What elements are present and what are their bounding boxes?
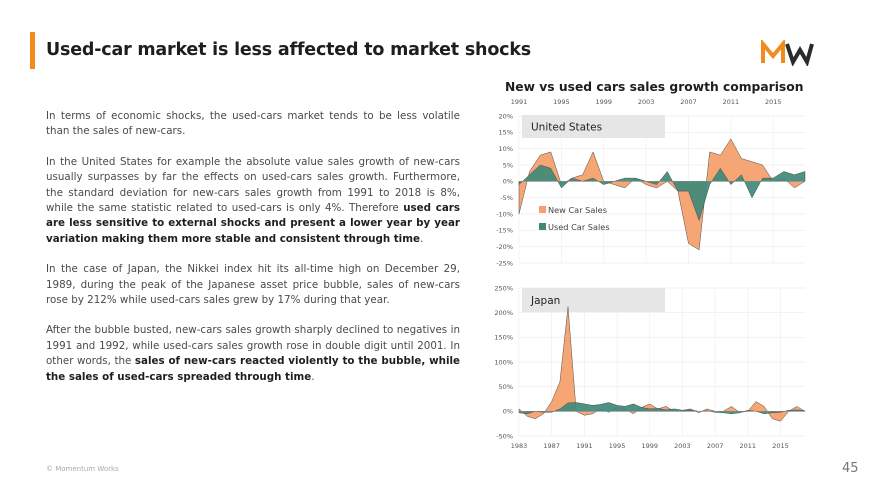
y-tick-label: -10%	[496, 210, 513, 218]
chart-title: New vs used cars sales growth comparison	[505, 80, 804, 94]
x-tick-label: 2007	[680, 98, 697, 106]
logo-m-stroke	[761, 40, 785, 63]
y-tick-label: 5%	[503, 161, 513, 169]
paragraph-1: In terms of economic shocks, the used-ca…	[46, 110, 460, 138]
y-tick-label: -50%	[496, 432, 513, 440]
y-tick-label: 15%	[499, 129, 513, 137]
panel-label: United States	[531, 122, 602, 134]
y-tick-label: -5%	[500, 194, 513, 202]
footer-copyright: © Momentum Works	[46, 465, 119, 473]
paragraph-3: In the case of Japan, the Nikkei index h…	[46, 263, 460, 307]
logo-w-stroke	[785, 43, 814, 66]
paragraph-4-end: .	[311, 370, 315, 383]
x-tick-label: 2007	[707, 442, 724, 450]
x-tick-label: 1999	[641, 442, 658, 450]
x-tick-label: 2003	[674, 442, 691, 450]
y-tick-label: 250%	[494, 284, 513, 292]
paragraph-4: After the bubble busted, new-cars sales …	[46, 323, 460, 385]
y-tick-label: 150%	[494, 334, 513, 342]
paragraph-2-emphasis: used cars are less sensitive to external…	[46, 202, 460, 245]
y-tick-label: 0%	[503, 408, 513, 416]
x-tick-label: 2011	[723, 98, 740, 106]
y-tick-label: 20%	[499, 112, 513, 120]
x-tick-label: 2011	[740, 442, 757, 450]
new-car-sales-area	[518, 138, 806, 251]
paragraph-4-emphasis: sales of new-cars reacted violently to t…	[46, 355, 460, 383]
momentum-works-logo	[761, 40, 814, 66]
x-tick-label: 1991	[511, 98, 528, 106]
x-tick-label: 1987	[543, 442, 560, 450]
x-tick-label: 2015	[772, 442, 789, 450]
x-tick-label: 1995	[609, 442, 626, 450]
panel-label-box	[522, 288, 665, 312]
legend-swatch-used	[539, 223, 546, 230]
y-tick-label: 0%	[503, 178, 513, 186]
paragraph-2-text: In the United States for example the abs…	[46, 155, 460, 215]
paragraph-2-end: .	[419, 232, 424, 245]
legend-label-new: New Car Sales	[548, 205, 607, 215]
y-tick-label: -20%	[496, 243, 513, 251]
body-text: In terms of economic shocks, the used-ca…	[46, 109, 460, 400]
panel-label: Japan	[530, 295, 560, 307]
new-car-sales-area	[518, 306, 806, 422]
legend-swatch-new	[539, 206, 546, 213]
y-tick-label: 100%	[494, 358, 513, 366]
x-tick-label: 2003	[638, 98, 655, 106]
panel-label-box	[522, 115, 665, 138]
y-tick-label: -15%	[496, 227, 513, 235]
used-car-sales-area	[518, 164, 806, 221]
y-tick-label: 200%	[494, 309, 513, 317]
x-tick-label: 2015	[765, 98, 782, 106]
used-car-sales-area	[518, 402, 806, 415]
y-tick-label: 10%	[499, 145, 513, 153]
page-number: 45	[842, 461, 859, 476]
legend-label-used: Used Car Sales	[548, 222, 610, 232]
x-tick-label: 1991	[576, 442, 593, 450]
paragraph-2: In the United States for example the abs…	[46, 155, 460, 247]
x-tick-label: 1999	[595, 98, 612, 106]
y-tick-label: 50%	[499, 383, 513, 391]
slide-title: Used-car market is less affected to mark…	[46, 40, 531, 60]
title-accent-bar	[30, 32, 35, 69]
paragraph-4-text: After the bubble busted, new-cars sales …	[46, 324, 460, 368]
x-tick-label: 1983	[511, 442, 528, 450]
y-tick-label: -25%	[496, 259, 513, 267]
x-tick-label: 1995	[553, 98, 570, 106]
